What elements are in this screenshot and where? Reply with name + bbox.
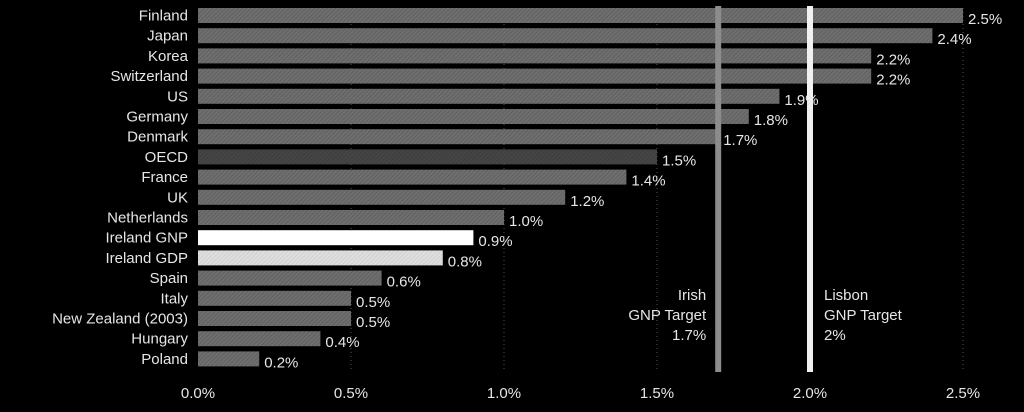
category-label: Denmark xyxy=(127,129,188,146)
value-label: 0.5% xyxy=(356,314,390,331)
value-label: 0.5% xyxy=(356,294,390,311)
x-axis-ticks: 0.0% 0.5% 1.0% 1.5% 2.0% 2.5% xyxy=(181,385,980,402)
target-annotation: GNP Target xyxy=(628,307,707,324)
x-tick-label: 1.5% xyxy=(640,385,674,402)
value-label: 2.2% xyxy=(876,72,910,89)
bar xyxy=(198,311,351,326)
category-label: France xyxy=(141,169,188,186)
category-label: Ireland GDP xyxy=(105,250,188,267)
category-label: Korea xyxy=(148,48,189,65)
bar xyxy=(198,169,627,185)
x-tick-label: 2.0% xyxy=(793,385,827,402)
category-label: Italy xyxy=(160,290,188,307)
bar xyxy=(198,88,780,104)
target-annotation: 1.7% xyxy=(672,327,706,344)
x-tick-label: 1.0% xyxy=(487,385,521,402)
category-label: Poland xyxy=(141,351,188,368)
category-label: Hungary xyxy=(131,331,188,348)
value-label: 1.4% xyxy=(631,173,665,190)
value-label: 0.6% xyxy=(387,274,421,291)
target-annotation: 2% xyxy=(824,327,846,344)
value-label: 1.9% xyxy=(784,92,818,109)
category-label: New Zealand (2003) xyxy=(52,311,188,328)
value-label: 1.7% xyxy=(723,132,757,149)
value-label: 0.4% xyxy=(325,334,359,351)
category-label: Ireland GNP xyxy=(105,230,188,247)
value-label: 0.8% xyxy=(448,253,482,270)
target-annotation: Lisbon xyxy=(824,287,868,304)
bars xyxy=(198,8,963,367)
value-label: 1.8% xyxy=(754,112,788,129)
target-annotation: GNP Target xyxy=(824,307,903,324)
value-label: 0.9% xyxy=(478,233,512,250)
bar xyxy=(198,210,504,225)
value-label: 2.5% xyxy=(968,11,1002,28)
bar xyxy=(198,149,657,165)
value-label: 1.0% xyxy=(509,213,543,230)
bar xyxy=(198,290,351,306)
x-tick-label: 0.5% xyxy=(334,385,368,402)
value-label: 2.4% xyxy=(937,31,971,48)
bar xyxy=(198,8,963,23)
reference-lines: Irish GNP Target 1.7% Lisbon GNP Target 2% xyxy=(628,6,903,372)
bar xyxy=(198,230,474,246)
bar xyxy=(198,109,749,124)
bar xyxy=(198,129,719,145)
category-label: Japan xyxy=(147,28,188,45)
category-label: Germany xyxy=(126,109,188,126)
category-label: Spain xyxy=(150,270,188,287)
bar xyxy=(198,68,872,84)
bar xyxy=(198,189,566,205)
labels: Finland 2.5% Japan 2.4% Korea 2.2% Switzerland… xyxy=(52,8,1002,372)
value-label: 1.5% xyxy=(662,152,696,169)
target-line xyxy=(807,6,813,372)
x-tick-label: 2.5% xyxy=(946,385,980,402)
category-label: US xyxy=(167,88,188,105)
target-line xyxy=(715,6,722,372)
target-annotation: Irish xyxy=(678,287,706,304)
category-label: OECD xyxy=(145,149,189,166)
bar xyxy=(198,48,872,64)
category-label: UK xyxy=(167,189,188,206)
x-tick-label: 0.0% xyxy=(181,385,215,402)
value-label: 2.2% xyxy=(876,51,910,68)
bar xyxy=(198,270,382,286)
bar xyxy=(198,28,933,44)
bar xyxy=(198,250,443,266)
value-label: 1.2% xyxy=(570,193,604,210)
value-label: 0.2% xyxy=(264,354,298,371)
bar xyxy=(198,351,260,367)
category-label: Finland xyxy=(139,8,188,25)
category-label: Netherlands xyxy=(107,210,188,227)
bar xyxy=(198,331,321,347)
category-label: Switzerland xyxy=(110,68,188,85)
